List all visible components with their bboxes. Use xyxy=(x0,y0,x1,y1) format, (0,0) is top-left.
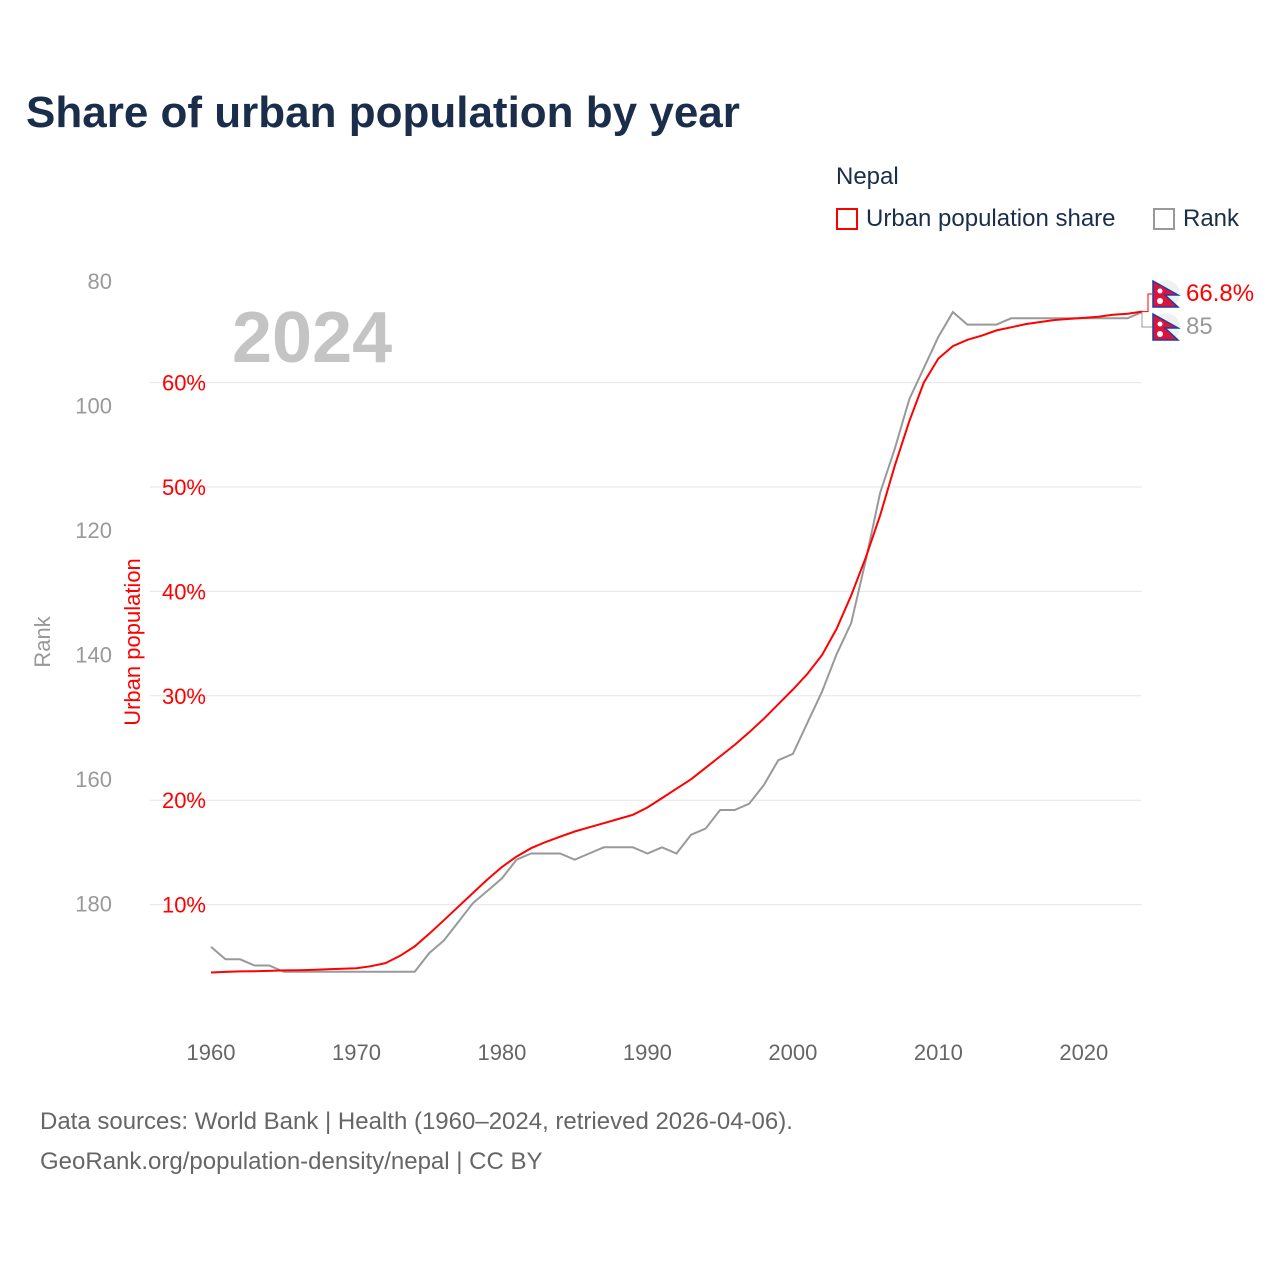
rank-axis-label: Rank xyxy=(30,615,55,667)
urban-tick-label: 10% xyxy=(162,893,206,918)
footer-sources: Data sources: World Bank | Health (1960–… xyxy=(40,1108,793,1135)
legend-label-urban: Urban population share xyxy=(866,205,1116,232)
legend-swatch-urban xyxy=(836,208,858,230)
urban-tick-label: 30% xyxy=(162,684,206,709)
legend-label-rank: Rank xyxy=(1183,205,1240,232)
rank-connector xyxy=(1141,312,1154,328)
x-tick-label: 2010 xyxy=(914,1040,963,1065)
x-tick-label: 2000 xyxy=(768,1040,817,1065)
urban-connector xyxy=(1142,293,1154,313)
x-tick-label: 1990 xyxy=(623,1040,672,1065)
legend-item-urban[interactable]: Urban population share xyxy=(836,205,1116,233)
chart-title: Share of urban population by year xyxy=(26,88,740,137)
flag-sun xyxy=(1157,331,1163,337)
series-line-rank xyxy=(210,310,1143,973)
x-tick-label: 1960 xyxy=(187,1040,236,1065)
legend-item-rank[interactable]: Rank xyxy=(1153,205,1239,233)
series-line-urban xyxy=(210,310,1143,974)
legend-title: Nepal xyxy=(836,163,899,190)
legend-swatch-rank xyxy=(1153,208,1175,230)
rank-tick-label: 140 xyxy=(75,642,112,667)
rank-tick-label: 180 xyxy=(75,891,112,916)
x-tick-label: 1980 xyxy=(477,1040,526,1065)
flag-moon xyxy=(1157,321,1163,327)
rank-tick-label: 120 xyxy=(75,518,112,543)
urban-axis-label: Urban population xyxy=(120,558,145,726)
footer-link[interactable]: GeoRank.org/population-density/nepal | C… xyxy=(40,1148,543,1175)
rank-tick-label: 80 xyxy=(88,269,112,294)
x-tick-label: 2020 xyxy=(1059,1040,1108,1065)
urban-tick-label: 20% xyxy=(162,788,206,813)
rank-tick-label: 160 xyxy=(75,767,112,792)
flag-sun xyxy=(1157,298,1163,304)
urban-tick-label: 50% xyxy=(162,475,206,500)
rank-tick-label: 100 xyxy=(75,393,112,418)
flag-moon xyxy=(1157,288,1163,294)
year-watermark: 2024 xyxy=(232,298,392,378)
x-tick-label: 1970 xyxy=(332,1040,381,1065)
urban-end-label: 66.8% xyxy=(1186,280,1254,307)
urban-tick-label: 40% xyxy=(162,579,206,604)
nepal-flag-icon-urban xyxy=(1152,279,1181,308)
rank-end-label: 85 xyxy=(1186,313,1213,340)
urban-tick-label: 60% xyxy=(162,371,206,396)
nepal-flag-icon-rank xyxy=(1152,312,1181,341)
